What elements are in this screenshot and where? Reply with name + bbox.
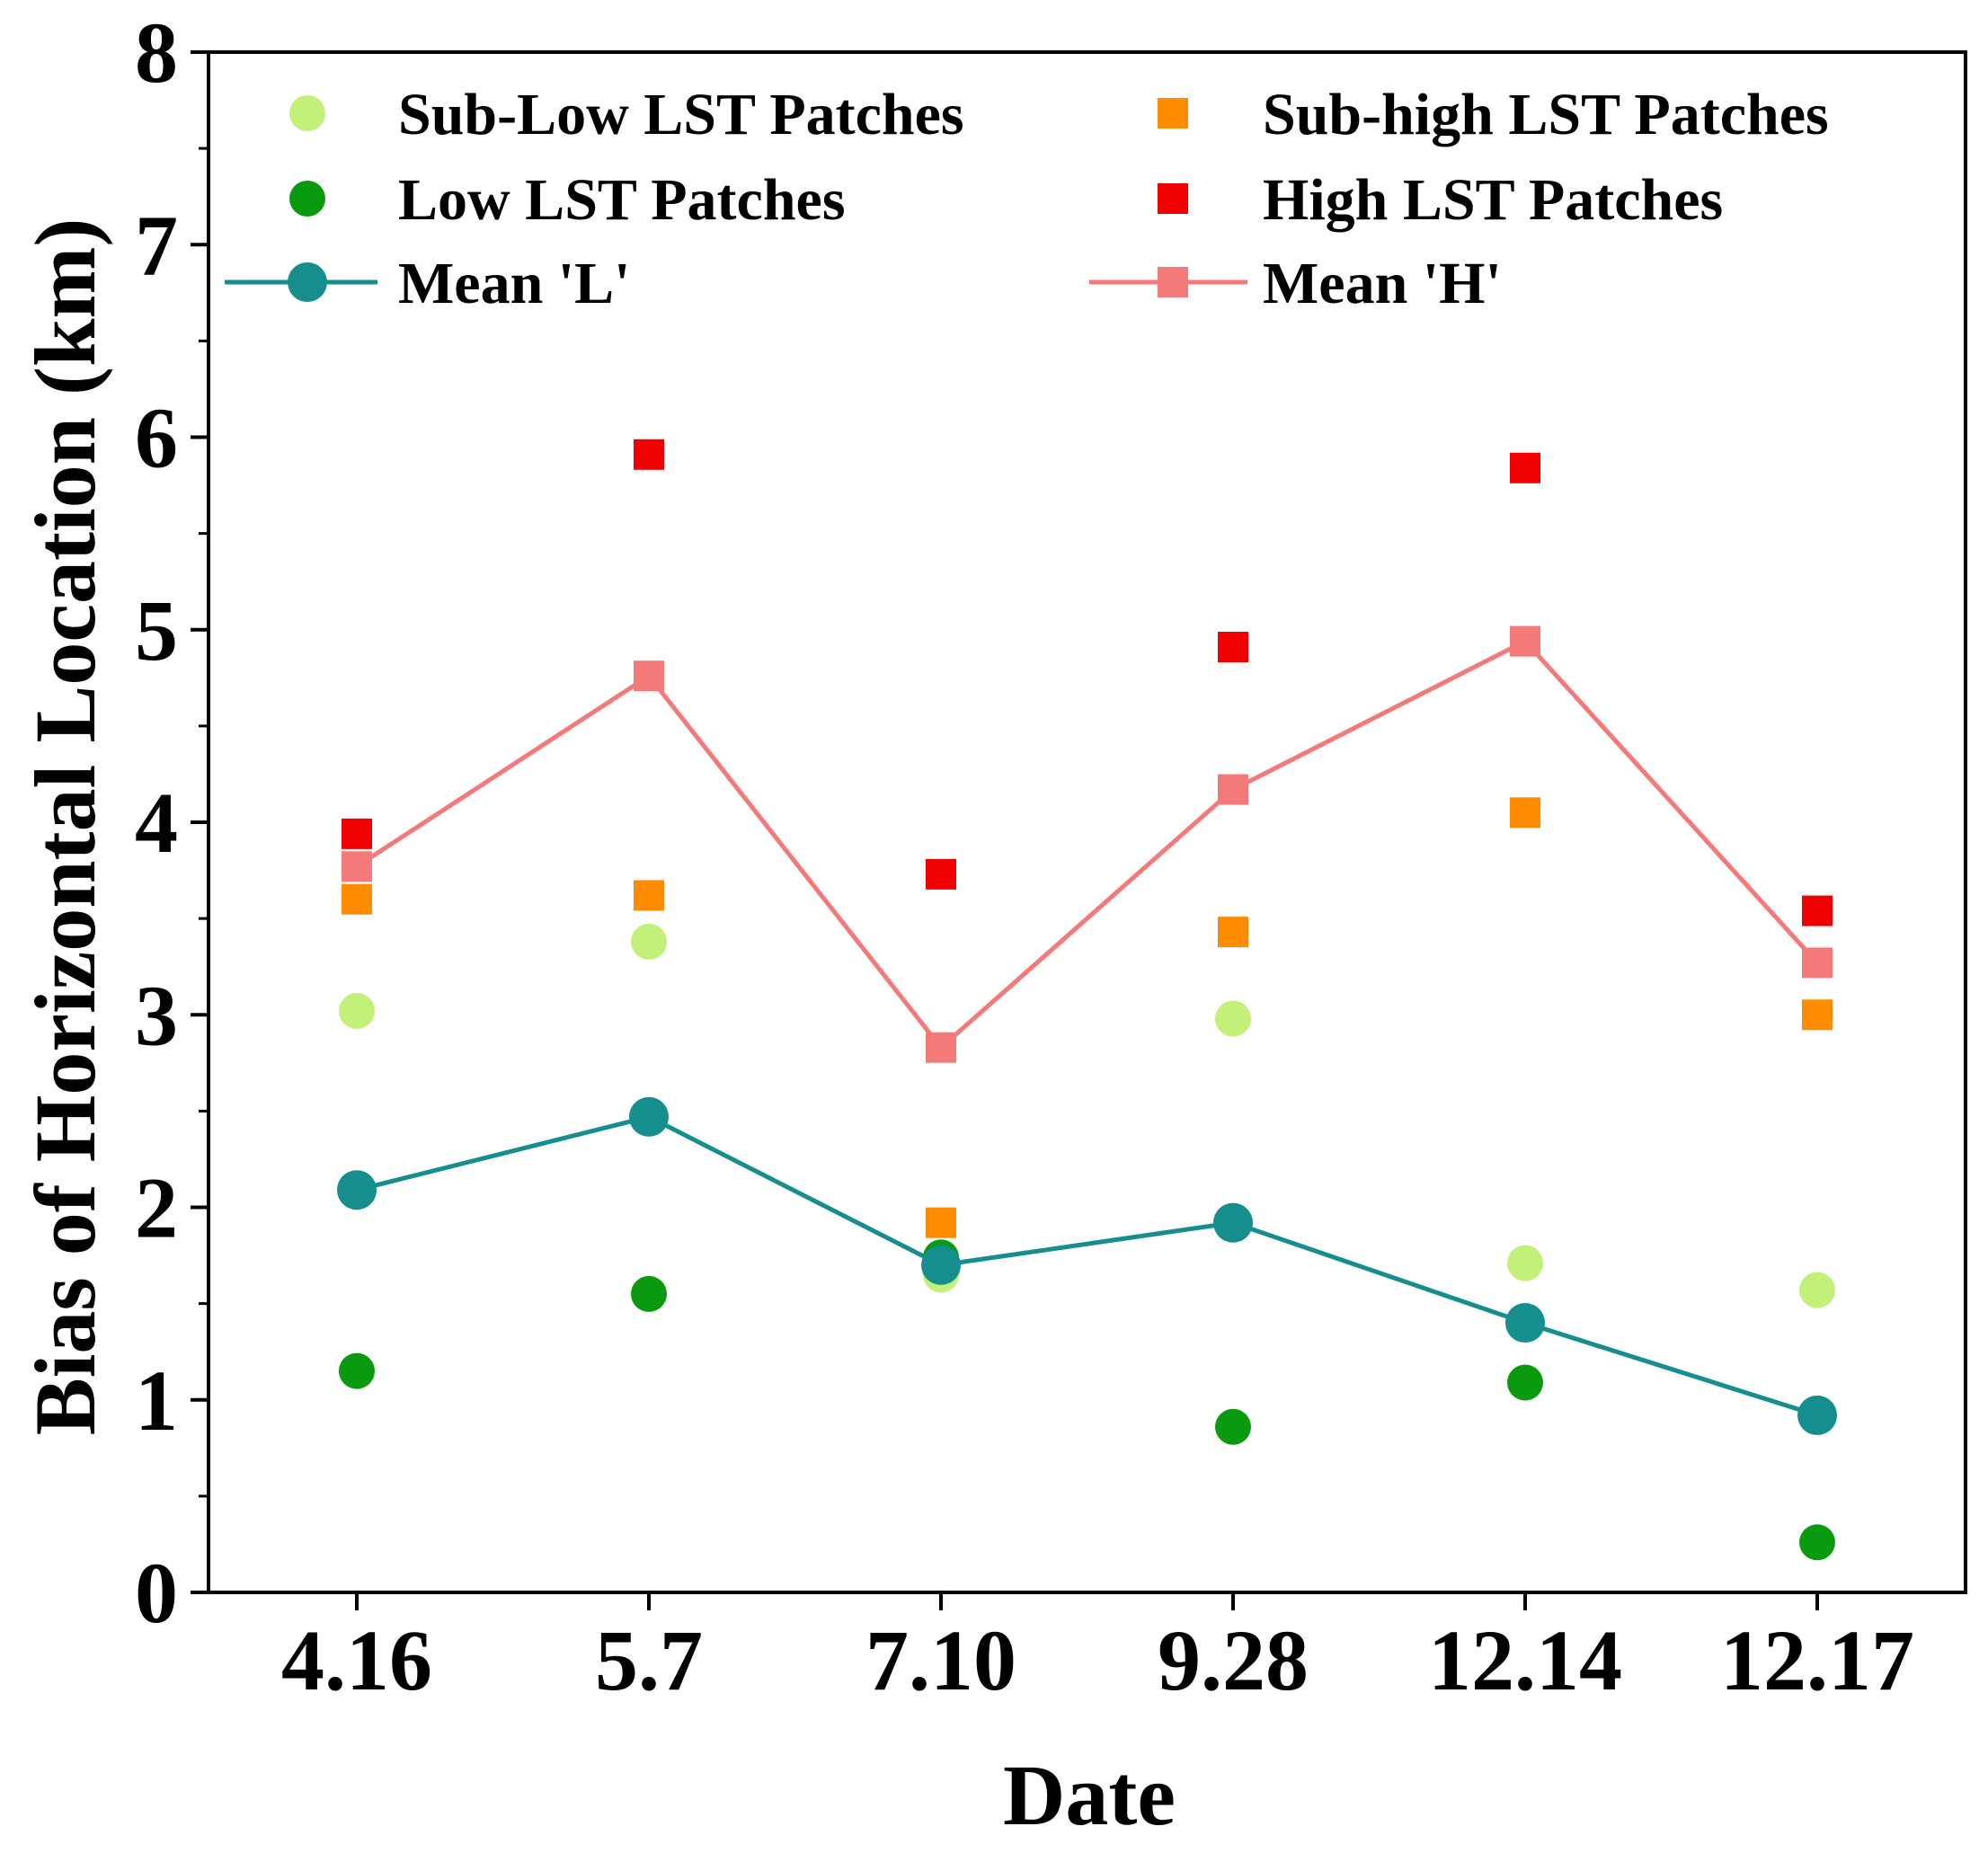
data-point-meanL	[629, 1096, 669, 1137]
x-tick-label: 12.17	[1720, 1612, 1914, 1708]
data-point-low	[1799, 1524, 1835, 1561]
data-point-low	[631, 1275, 667, 1312]
series-line-meanH	[355, 638, 1819, 1051]
legend-label-meanL: Mean 'L'	[398, 251, 631, 316]
y-tick-label: 7	[135, 197, 178, 293]
data-point-meanH	[342, 851, 372, 882]
data-point-high	[342, 818, 372, 849]
data-point-meanH	[634, 661, 664, 692]
y-tick-label: 2	[135, 1160, 178, 1256]
y-tick-label: 5	[135, 582, 178, 678]
data-point-high	[926, 858, 956, 890]
data-point-meanH	[1802, 947, 1833, 979]
x-tick-label: 5.7	[595, 1612, 703, 1708]
legend-marker-subhigh	[1158, 98, 1188, 129]
data-point-high	[634, 439, 664, 470]
y-tick-label: 0	[135, 1545, 178, 1641]
legend: Sub-Low LST Patches Low LST Patches Mean '…	[225, 82, 1829, 316]
data-point-meanL	[1505, 1303, 1545, 1343]
data-point-sublow	[339, 992, 375, 1029]
data-point-meanL	[921, 1245, 961, 1285]
data-point-meanH	[926, 1032, 956, 1063]
x-tick-label: 12.14	[1428, 1612, 1622, 1708]
data-point-subhigh	[1218, 917, 1248, 948]
legend-marker-meanL	[288, 262, 327, 302]
data-point-subhigh	[1510, 797, 1540, 829]
data-point-subhigh	[926, 1207, 956, 1238]
legend-label-subhigh: Sub-high LST Patches	[1263, 82, 1829, 147]
legend-marker-high	[1158, 183, 1188, 214]
x-tick-label: 7.10	[865, 1612, 1016, 1708]
data-point-low	[1215, 1408, 1251, 1445]
data-point-high	[1218, 632, 1248, 663]
x-axis-title: Date	[1003, 1747, 1176, 1843]
data-point-high	[1802, 895, 1833, 926]
data-point-sublow	[1215, 1000, 1251, 1037]
y-axis-title: Bias of Horizontal Location (km)	[17, 218, 113, 1436]
legend-marker-low	[289, 181, 325, 217]
axes: 0 1 2 3 4 5 6 7 8 4.16 5.7 7.10 9.28 12.14 12.17	[135, 4, 1967, 1708]
legend-label-meanH: Mean 'H'	[1263, 251, 1502, 316]
data-point-sublow	[1507, 1245, 1543, 1281]
y-tick-label: 4	[135, 775, 178, 871]
data-point-sublow	[631, 923, 667, 960]
y-tick-label: 6	[135, 390, 178, 486]
x-tick-label: 9.28	[1158, 1612, 1309, 1708]
legend-label-low: Low LST Patches	[398, 167, 846, 233]
data-point-meanH	[1510, 625, 1540, 657]
y-tick-label: 3	[135, 967, 178, 1063]
series-line-meanL	[356, 1114, 1818, 1418]
data-point-high	[1510, 452, 1540, 483]
legend-label-sublow: Sub-Low LST Patches	[398, 82, 964, 147]
legend-marker-sublow	[289, 95, 325, 131]
y-tick-label: 8	[135, 4, 178, 101]
data-point-sublow	[1799, 1272, 1835, 1308]
data-point-meanL	[337, 1170, 377, 1210]
data-point-meanL	[1213, 1202, 1253, 1243]
x-tick-label: 4.16	[281, 1612, 432, 1708]
data-point-subhigh	[634, 880, 664, 911]
data-point-meanL	[1797, 1395, 1837, 1435]
data-point-subhigh	[342, 883, 372, 915]
data-point-low	[1507, 1364, 1543, 1401]
data-point-low	[339, 1352, 375, 1389]
legend-marker-meanH	[1158, 267, 1188, 297]
y-tick-label: 1	[135, 1352, 178, 1449]
legend-label-high: High LST Patches	[1263, 167, 1723, 233]
data-point-meanH	[1218, 774, 1248, 805]
data-point-subhigh	[1802, 999, 1833, 1031]
plot-area	[337, 439, 1837, 1561]
